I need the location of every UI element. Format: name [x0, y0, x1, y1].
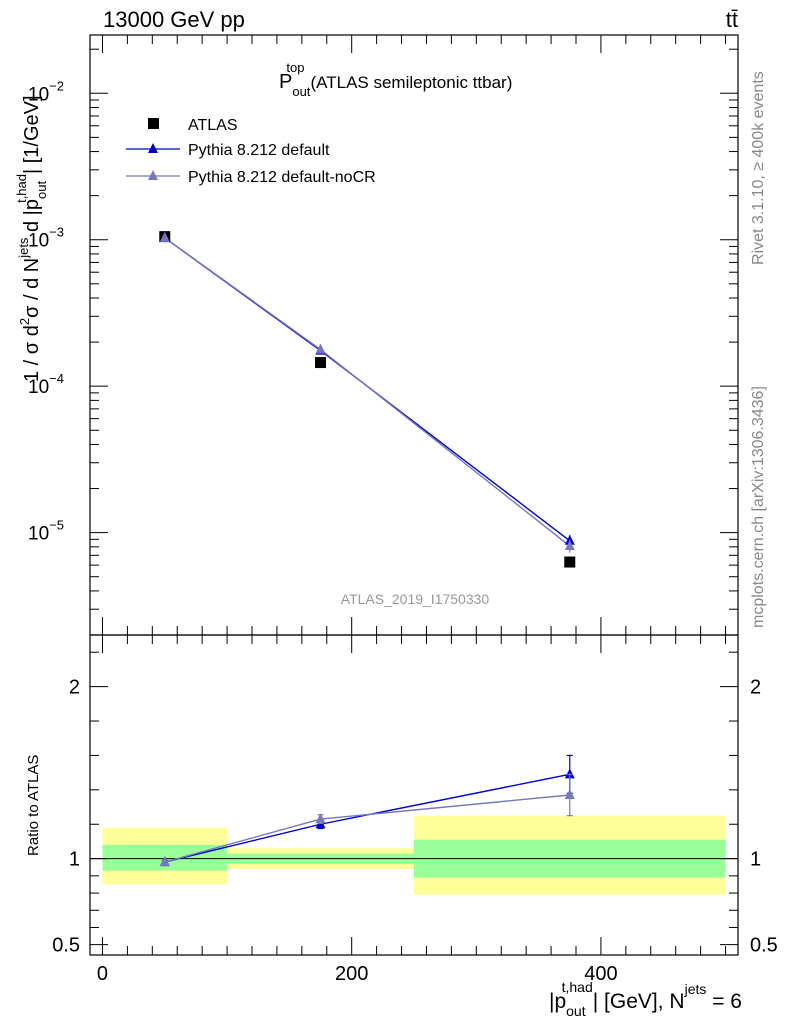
xlabel-mid: | [GeV], N	[593, 990, 685, 1013]
x-tick-label: 400	[584, 963, 617, 985]
x-tick-label: 0	[97, 963, 108, 985]
legend: ATLAS Pythia 8.212 default Pythia 8.212 …	[126, 117, 376, 186]
ratio-y-tick-label-left: 1	[69, 849, 80, 871]
data-point-pythia-nocr	[159, 231, 170, 242]
data-point-pythia-nocr	[315, 343, 326, 354]
xlabel-sub: out	[566, 1003, 586, 1019]
ratio-y-tick-label-right: 2	[750, 677, 761, 699]
xlabel-sup: t,had	[562, 979, 593, 995]
data-point-pythia-nocr	[564, 540, 575, 551]
title-sub: out	[292, 84, 310, 99]
x-tick-label: 200	[335, 963, 368, 985]
ratio-ticks: 0.5 0.5 1 1 2 2 0 200 400	[52, 635, 778, 985]
ratio-y-tick-label-left: 0.5	[52, 935, 80, 957]
ratio-ylabel: Ratio to ATLAS	[25, 755, 42, 856]
legend-label-pythia-default: Pythia 8.212 default	[188, 142, 330, 159]
title-sup: top	[286, 60, 304, 75]
ratio-frame	[89, 634, 739, 956]
main-ylabel: 1 / σ d2σ / d Njets d |poutt,had| [1/GeV…	[14, 95, 49, 382]
ratio-y-tick-label-right: 0.5	[750, 935, 778, 957]
series-line-pythia-nocr	[164, 237, 571, 547]
legend-marker-pythia-default	[148, 143, 158, 153]
mcplots-label: mcplots.cern.ch [arXiv:1306.3436]	[750, 386, 767, 628]
ratio-marks	[159, 754, 575, 867]
xlabel-p: |p	[549, 990, 566, 1013]
plot-title: Pout top (ATLAS semileptonic ttbar)	[279, 60, 512, 99]
series-line-pythia-default	[164, 237, 571, 542]
main-ticks: 10−2 10−3 10−4 10−5	[28, 35, 738, 636]
ratio-point-pythia-nocr	[564, 789, 575, 799]
legend-label-pythia-nocr: Pythia 8.212 default-noCR	[188, 169, 376, 186]
legend-label-atlas: ATLAS	[188, 117, 238, 134]
xlabel-end: = 6	[706, 990, 742, 1013]
energy-label: 13000 GeV pp	[103, 7, 245, 32]
data-point-pythia-default	[564, 534, 575, 545]
y-tick-label: 10−5	[28, 518, 64, 545]
process-label: tt̄	[726, 7, 738, 32]
main-panel: ATLAS_2019_I1750330 Pout top (ATLAS semile…	[14, 34, 739, 636]
xlabel-sup2: jets	[684, 981, 707, 997]
ratio-point-pythia-default	[564, 768, 575, 779]
y-tick-label: 10−3	[28, 225, 64, 252]
ratio-y-tick-label-left: 2	[69, 677, 80, 699]
legend-marker-pythia-nocr	[148, 170, 158, 180]
ratio-point-pythia-nocr	[159, 856, 170, 867]
data-point-atlas	[564, 556, 576, 568]
ratio-panel: Ratio to ATLAS 0.5 0.5 1 1 2 2 0 200 400 |pout t,…	[25, 634, 778, 1019]
rivet-label: Rivet 3.1.10, ≥ 400k events	[750, 71, 767, 265]
y-tick-label: 10−4	[28, 371, 64, 398]
main-watermark: ATLAS_2019_I1750330	[341, 591, 490, 607]
ratio-y-tick-label-right: 1	[750, 849, 761, 871]
y-tick-label: 10−2	[28, 78, 64, 105]
title-main: P	[279, 71, 292, 93]
ratio-xlabel: |pout t,had| [GeV], Njets = 6	[549, 979, 742, 1019]
legend-marker-atlas	[148, 118, 159, 129]
title-rest: (ATLAS semileptonic ttbar)	[311, 73, 513, 92]
main-marks	[159, 231, 576, 568]
ratio-point-pythia-nocr	[315, 813, 326, 824]
data-point-atlas	[315, 357, 327, 369]
